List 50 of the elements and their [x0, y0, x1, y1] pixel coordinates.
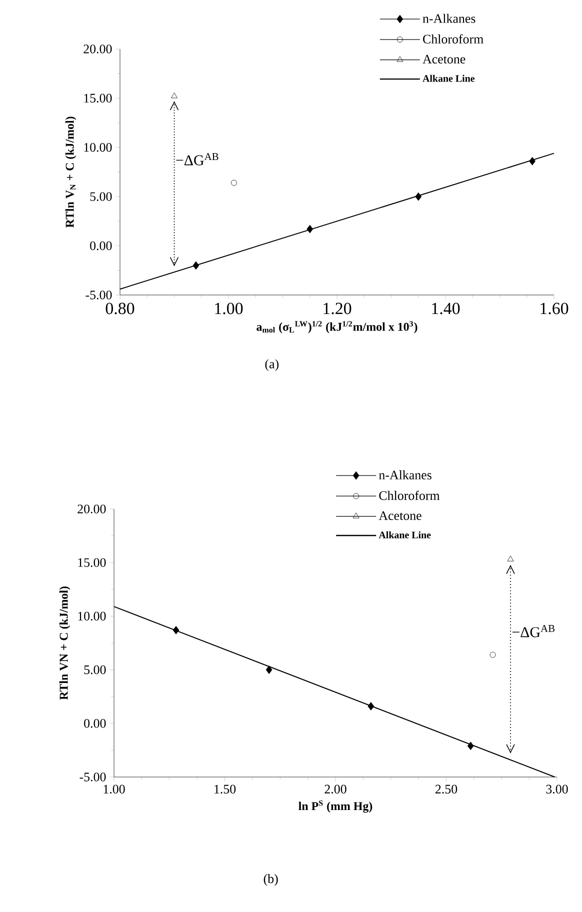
y-tick-label: 0.00: [84, 719, 106, 728]
point: [415, 192, 422, 201]
y-tick-label: 20.00: [84, 44, 112, 54]
y-axis-title: RTln V$_{N}$ + C (kJ/mol): [65, 116, 76, 228]
point: [171, 92, 178, 98]
annotation: −ΔG$^{AB}$: [176, 153, 218, 166]
legend-label: n-Alkanes: [378, 470, 432, 480]
y-tick-label: 10.00: [78, 612, 106, 621]
point: [306, 224, 314, 234]
x-tick-label: 0.80: [106, 302, 134, 314]
y-axis-title: RTln VN + C (kJ/mol): [59, 586, 70, 700]
point: [490, 652, 496, 658]
x-tick-label: 1.20: [324, 302, 352, 314]
y-tick-label: 15.00: [78, 558, 106, 567]
legend-label: Alkane Line: [422, 74, 475, 82]
x-tick-label: 1.50: [214, 784, 236, 794]
legend-label: Alkane Line: [378, 531, 431, 538]
y-tick-label: -5.00: [86, 290, 112, 300]
point: [507, 556, 514, 562]
text: (a): [265, 359, 279, 371]
point: [467, 742, 474, 750]
y-tick-label: 5.00: [84, 665, 106, 674]
point: [192, 261, 200, 270]
text: a$_{mol}$ (σ$_{L}$$^{LW}$)$^{1/2}$ (kJ$^{1/2}$m/mol x 10$^{3}$): [256, 321, 418, 334]
y-tick-label: -5.00: [80, 772, 106, 782]
y-tick-label: 15.00: [84, 94, 112, 103]
x-tick-label: 1.40: [432, 302, 460, 314]
x-tick-label: 2.50: [435, 784, 458, 794]
x-tick-label: 1.00: [104, 784, 125, 794]
x-tick-label: 2.00: [324, 784, 346, 794]
point: [230, 180, 237, 186]
text: (b): [264, 874, 278, 886]
y-tick-label: 0.00: [90, 241, 112, 250]
y-tick-label: 5.00: [90, 192, 112, 201]
point: [266, 666, 272, 674]
annotation: −ΔG$^{AB}$: [512, 624, 555, 638]
x-axis-title: ln P$^{S}$ (mm Hg): [298, 800, 372, 813]
point: [529, 156, 536, 166]
x-tick-label: 1.00: [215, 302, 243, 314]
x-tick-label: 3.00: [546, 784, 568, 794]
x-tick-label: 1.60: [540, 302, 568, 314]
point: [172, 626, 180, 634]
legend-label: n-Alkanes: [422, 14, 476, 23]
legend-label: Acetone: [422, 54, 466, 64]
legend-label: Chloroform: [379, 490, 440, 500]
y-tick-label: 20.00: [78, 504, 106, 514]
legend-label: Acetone: [378, 511, 422, 520]
point: [368, 702, 374, 710]
legend-label: Chloroform: [423, 34, 484, 44]
y-tick-label: 10.00: [84, 143, 112, 152]
